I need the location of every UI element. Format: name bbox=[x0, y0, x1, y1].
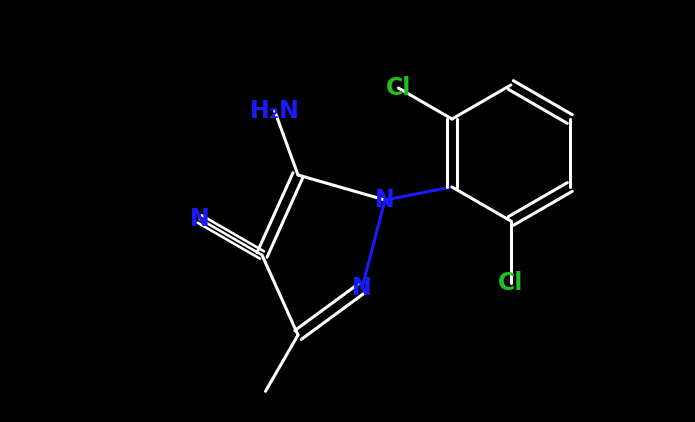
Text: N: N bbox=[375, 188, 395, 212]
Text: Cl: Cl bbox=[498, 271, 523, 295]
Text: N: N bbox=[190, 207, 209, 231]
Text: Cl: Cl bbox=[386, 76, 411, 100]
Text: N: N bbox=[352, 276, 372, 300]
Text: H₂N: H₂N bbox=[250, 99, 300, 123]
